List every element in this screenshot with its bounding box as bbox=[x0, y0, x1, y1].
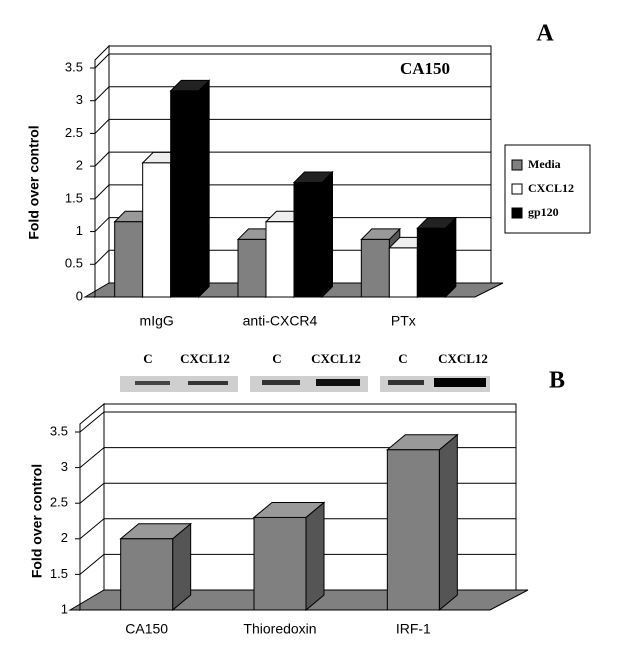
band bbox=[388, 380, 424, 385]
grid-line bbox=[94, 217, 491, 232]
legend-label: CXCL12 bbox=[528, 181, 574, 195]
lane-label: CXCL12 bbox=[180, 351, 230, 366]
y-tick-label: 2.5 bbox=[50, 495, 68, 510]
grid-line bbox=[94, 53, 491, 69]
bar bbox=[237, 238, 267, 298]
y-tick-label: 1.5 bbox=[50, 566, 68, 581]
y-tick-label: 1 bbox=[61, 601, 68, 616]
bar bbox=[142, 162, 172, 298]
bar bbox=[416, 227, 446, 298]
lane-label: C bbox=[143, 351, 152, 366]
bar bbox=[114, 221, 144, 298]
y-tick-label: 0 bbox=[76, 288, 83, 303]
grid-line bbox=[79, 518, 516, 540]
chart-title: CA150 bbox=[400, 59, 450, 78]
y-axis-label: Fold over control bbox=[26, 125, 42, 239]
bar-side bbox=[444, 216, 457, 299]
bar bbox=[388, 247, 418, 298]
y-axis-label: Fold over control bbox=[29, 464, 45, 578]
bar bbox=[120, 538, 174, 611]
bar-side bbox=[198, 79, 210, 299]
y-tick-label: 3.5 bbox=[65, 59, 83, 74]
bar bbox=[386, 449, 440, 611]
x-tick-label: IRF-1 bbox=[396, 621, 431, 637]
y-tick-label: 1.5 bbox=[65, 190, 83, 205]
side-wall bbox=[79, 402, 105, 612]
x-tick-label: Thioredoxin bbox=[243, 621, 316, 637]
x-tick-label: CA150 bbox=[125, 621, 168, 637]
blot bbox=[120, 376, 238, 392]
y-tick-label: 1 bbox=[76, 223, 83, 238]
legend-swatch bbox=[511, 159, 523, 171]
panel-label: A bbox=[536, 21, 554, 47]
grid-line bbox=[79, 482, 516, 504]
panel-label: B bbox=[549, 368, 565, 394]
grid-line bbox=[94, 151, 491, 167]
grid-line bbox=[94, 184, 491, 200]
grid-line bbox=[79, 411, 516, 433]
legend-label: gp120 bbox=[528, 205, 559, 219]
bar-side bbox=[438, 433, 458, 612]
grid-line bbox=[94, 118, 491, 134]
bar-side bbox=[321, 170, 333, 299]
bar bbox=[265, 221, 295, 298]
band bbox=[135, 381, 170, 385]
y-tick-label: 0.5 bbox=[65, 256, 83, 271]
band bbox=[188, 381, 228, 385]
legend-label: Media bbox=[528, 157, 561, 171]
y-tick-label: 2.5 bbox=[65, 125, 83, 140]
lane-label: C bbox=[398, 351, 407, 366]
y-tick-label: 3 bbox=[76, 92, 83, 107]
bar bbox=[253, 516, 307, 611]
band bbox=[316, 379, 360, 386]
bar bbox=[170, 90, 200, 298]
band bbox=[434, 378, 486, 387]
y-tick-label: 3.5 bbox=[50, 423, 68, 438]
y-tick-label: 2 bbox=[76, 158, 83, 173]
grid-line bbox=[94, 86, 491, 102]
bar-side bbox=[305, 501, 325, 612]
legend-swatch bbox=[511, 207, 523, 219]
blots bbox=[120, 376, 490, 392]
x-tick-label: anti-CXCR4 bbox=[243, 313, 318, 329]
x-tick-label: PTx bbox=[391, 313, 416, 329]
legend-swatch bbox=[511, 183, 523, 195]
bar bbox=[360, 238, 390, 298]
lane-label: CXCL12 bbox=[438, 351, 488, 366]
side-wall bbox=[94, 44, 110, 299]
band bbox=[262, 380, 300, 385]
lane-label: C bbox=[272, 351, 281, 366]
lane-label: CXCL12 bbox=[311, 351, 361, 366]
bar bbox=[293, 182, 323, 298]
x-tick-label: mIgG bbox=[140, 313, 174, 329]
y-tick-label: 2 bbox=[61, 530, 68, 545]
grid-line bbox=[79, 447, 516, 468]
grid-line bbox=[79, 553, 516, 575]
y-tick-label: 3 bbox=[61, 459, 68, 474]
